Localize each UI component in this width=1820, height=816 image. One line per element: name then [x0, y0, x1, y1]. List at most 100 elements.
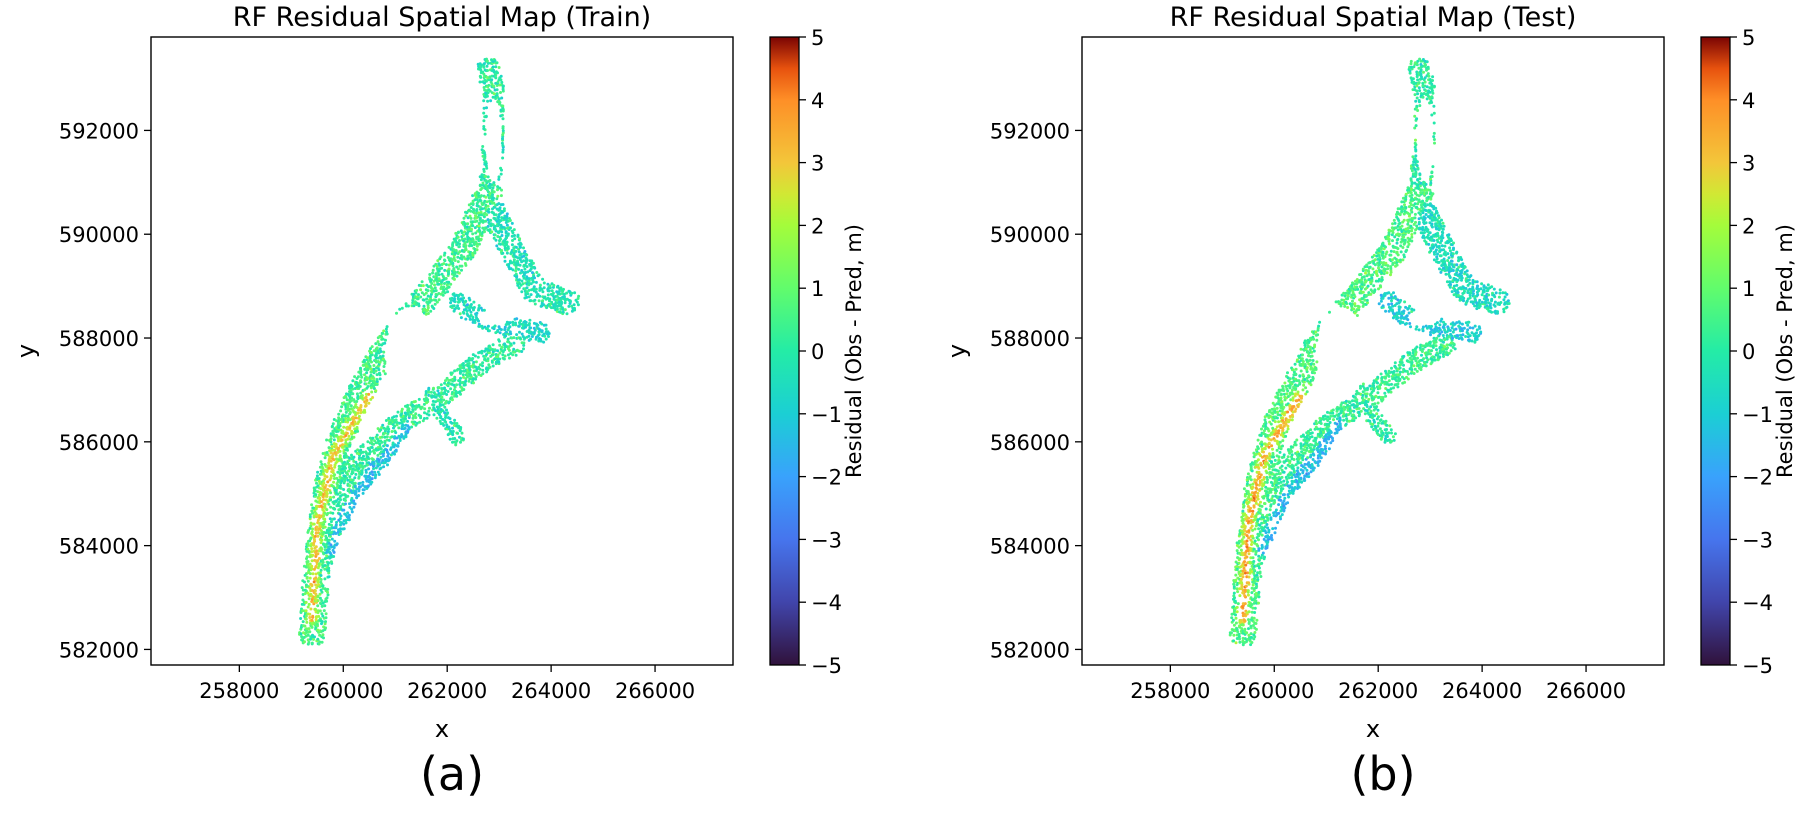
residual-point [430, 298, 433, 302]
residual-point [1269, 415, 1273, 419]
residual-point [1355, 398, 1359, 402]
residual-point [439, 410, 443, 414]
residual-point [385, 435, 389, 439]
residual-point [1359, 273, 1363, 276]
residual-point [1257, 470, 1261, 474]
residual-point [482, 215, 486, 219]
residual-point [499, 78, 503, 82]
residual-point [1265, 413, 1269, 416]
residual-point [318, 571, 322, 575]
residual-point [1287, 489, 1291, 493]
residual-point [512, 341, 516, 345]
residual-point [1281, 416, 1285, 420]
residual-point [394, 418, 398, 422]
residual-point [319, 546, 323, 550]
residual-point [319, 504, 323, 508]
residual-point [1282, 392, 1286, 396]
residual-point [1252, 504, 1256, 508]
residual-point [520, 279, 524, 283]
residual-point [519, 271, 522, 275]
residual-point [475, 242, 479, 246]
residual-point [540, 287, 544, 291]
residual-point [1232, 633, 1236, 637]
residual-point [1334, 427, 1338, 431]
residual-point [1290, 413, 1294, 417]
residual-point [500, 249, 504, 252]
residual-point [1365, 298, 1369, 302]
residual-point [337, 500, 341, 504]
residual-point [518, 330, 521, 334]
residual-point [325, 438, 329, 442]
residual-point [469, 373, 473, 377]
residual-point [1268, 513, 1272, 517]
residual-point [1343, 304, 1347, 308]
residual-point [496, 194, 500, 198]
residual-point [381, 354, 385, 358]
residual-point [338, 465, 342, 468]
residual-point [1234, 616, 1238, 620]
residual-point [490, 58, 493, 62]
residual-point [441, 422, 445, 426]
residual-point [473, 318, 477, 322]
residual-point [492, 92, 496, 96]
residual-point [1232, 639, 1236, 643]
residual-point [1270, 444, 1274, 448]
residual-point [478, 367, 482, 371]
residual-point [331, 468, 335, 472]
residual-point [346, 418, 350, 422]
residual-point [432, 307, 436, 310]
residual-point [478, 183, 482, 187]
residual-point [362, 488, 366, 492]
residual-point [352, 455, 356, 459]
residual-point [314, 545, 318, 549]
residual-point [1286, 480, 1289, 484]
residual-point [321, 467, 325, 470]
residual-point [1241, 622, 1245, 626]
residual-point [332, 507, 336, 510]
residual-point [486, 324, 490, 328]
residual-point [331, 422, 335, 426]
residual-point [354, 489, 358, 493]
residual-point [461, 362, 465, 365]
residual-point [543, 334, 547, 338]
residual-point [488, 351, 491, 355]
residual-point [471, 202, 475, 206]
residual-point [310, 550, 314, 554]
residual-point [1299, 442, 1303, 446]
residual-point [486, 69, 489, 72]
residual-point [383, 341, 387, 345]
residual-point [509, 342, 513, 346]
residual-point [467, 379, 471, 383]
residual-point [377, 342, 381, 346]
residual-point [387, 416, 391, 420]
residual-point [432, 403, 436, 407]
residual-point [572, 303, 576, 307]
residual-point [443, 419, 447, 422]
residual-point [360, 464, 364, 468]
residual-point [514, 269, 518, 273]
residual-point [1273, 458, 1277, 462]
residual-point [1260, 443, 1264, 446]
residual-point [505, 243, 508, 246]
residual-point [300, 586, 304, 590]
residual-point [338, 530, 342, 533]
residual-point [1238, 624, 1241, 628]
residual-point [522, 341, 526, 345]
residual-point [312, 537, 316, 541]
residual-point [1290, 388, 1294, 392]
residual-point [344, 405, 348, 409]
residual-point [332, 495, 336, 499]
residual-point [1294, 387, 1298, 391]
residual-point [1368, 384, 1372, 388]
residual-point [486, 357, 490, 361]
residual-point [350, 396, 354, 400]
residual-point [450, 421, 454, 425]
residual-point [377, 458, 381, 462]
residual-point [1259, 556, 1263, 560]
residual-point [1241, 575, 1245, 579]
residual-point [1366, 269, 1370, 273]
residual-point [382, 369, 386, 373]
residual-point [570, 304, 574, 308]
residual-point [484, 175, 488, 178]
residual-point [1275, 472, 1279, 476]
